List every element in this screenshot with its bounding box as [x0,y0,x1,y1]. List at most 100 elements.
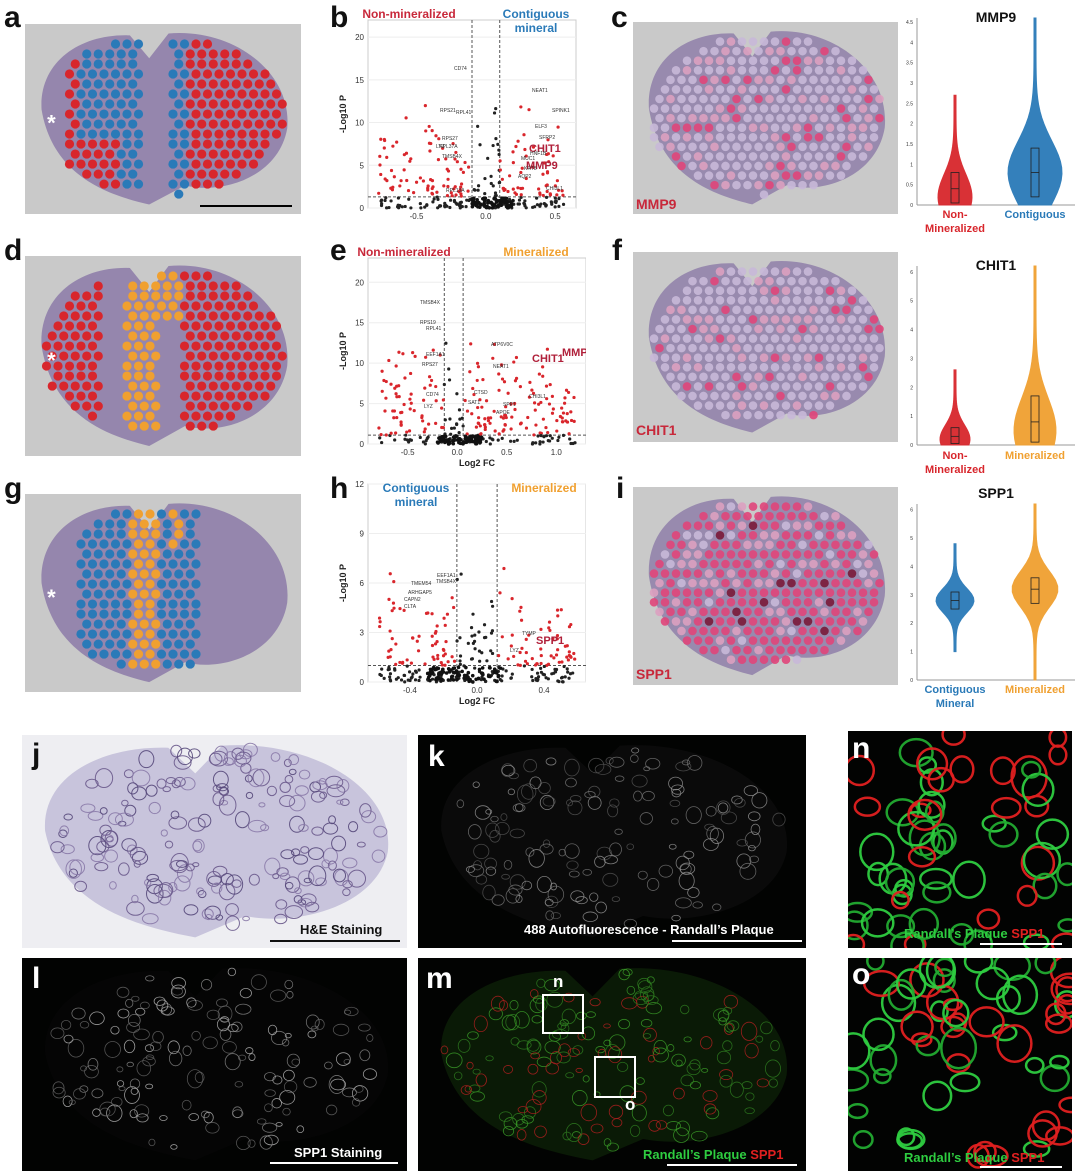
spot [122,301,132,311]
highlight-gene-label: MMP9 [526,160,558,172]
cell-structure [536,978,546,988]
spot [64,361,75,371]
spot [82,529,92,539]
data-point [539,434,543,438]
expression-spot [704,295,714,305]
expression-spot [869,353,879,362]
spot [76,109,86,119]
cell-structure [260,824,270,832]
cell-structure [488,1007,503,1021]
data-point [436,441,440,445]
expression-spot [732,75,741,85]
data-point [467,679,471,684]
data-point [405,430,409,434]
data-point [535,662,539,666]
expression-spot [831,142,840,152]
expression-spot [765,372,774,382]
violin-shape [1007,17,1063,206]
spot [116,119,126,129]
zoom-image-n [840,723,1080,961]
expression-spot [677,607,686,617]
category-label-line: Contiguous [924,684,985,696]
spot [151,331,161,341]
inset-box-n [542,994,584,1034]
data-point [480,405,484,409]
spot [139,549,149,559]
cell-structure [485,1055,494,1062]
spot [139,331,149,341]
data-point [444,157,448,161]
data-point [565,412,569,416]
spot [168,559,178,569]
expression-spot [825,617,835,626]
spot [202,411,213,421]
cell-structure [673,1127,690,1143]
data-point [519,105,523,109]
data-point [427,124,431,129]
spot [133,139,144,149]
expression-spot [820,94,829,104]
data-point [392,606,396,610]
cell-structure [475,1073,487,1087]
cell-structure [303,1077,317,1088]
spot [151,311,161,321]
expression-spot [836,171,846,180]
expression-spot [864,324,873,334]
data-point [423,662,427,666]
spot [64,129,75,139]
spot [254,149,264,159]
expression-spot [798,410,807,420]
expression-spot [836,152,846,161]
data-point [389,382,393,386]
data-point [394,642,398,646]
highlight-gene-label: CHIT1 [529,143,561,155]
cell-structure [194,1071,205,1083]
spot [122,39,132,49]
gene-label: TMSB4X [436,579,457,585]
expression-spot [732,578,741,588]
expression-spot [671,569,681,578]
spot [243,381,253,391]
spot [99,139,109,149]
cell-structure [724,1022,735,1033]
spot [260,129,270,139]
expression-spot [704,597,714,607]
expression-spot [737,65,747,75]
expression-spot [671,152,681,161]
spot [105,529,115,539]
data-point [407,197,411,201]
data-point [393,386,397,390]
cell-structure [153,883,173,899]
expression-spot [798,113,807,123]
data-point [418,675,422,679]
cell-structure [146,873,159,882]
data-point [441,398,445,402]
expression-spot [759,636,769,645]
expression-spot [831,559,840,569]
spot [64,341,75,351]
spot [82,99,92,109]
expression-spot [842,391,851,401]
cell-structure [949,755,975,784]
cell-structure [212,792,225,807]
spatial-map-d: * [25,256,301,456]
expression-spot [743,75,752,85]
cell-structure [526,1038,540,1052]
cell-structure [563,992,575,1003]
data-point [430,670,435,675]
data-point [379,198,384,202]
data-point [531,205,535,209]
spot [64,391,75,401]
cell-structure [642,790,655,802]
spot [237,391,247,401]
cell-structure [570,890,585,902]
cell-structure [996,1024,1033,1063]
data-point [503,413,507,417]
cell-structure [595,1046,606,1054]
cell-structure [272,873,280,880]
cell-structure [245,1047,254,1055]
spot [151,549,161,559]
data-point [530,656,534,661]
data-point [443,203,448,207]
expression-spot [831,372,840,382]
